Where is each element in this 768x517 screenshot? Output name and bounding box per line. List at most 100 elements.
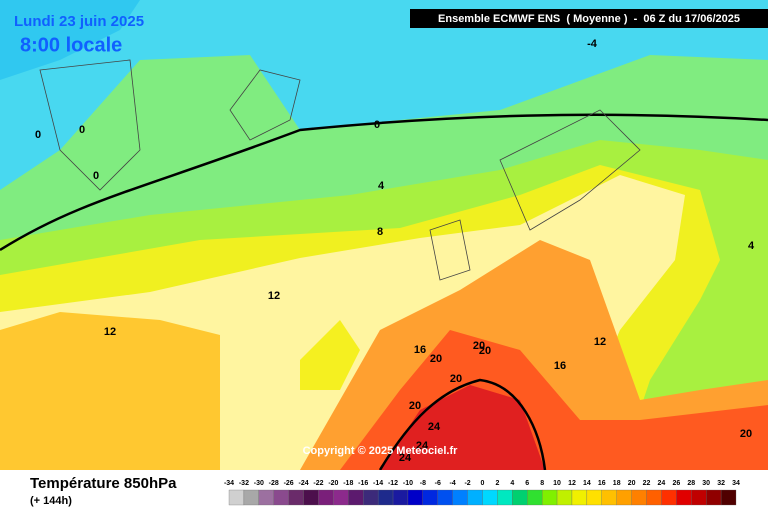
legend-swatch: [407, 489, 424, 506]
legend-label: 6: [525, 480, 529, 487]
legend-label: -14: [373, 480, 383, 487]
legend-label: -34: [224, 480, 234, 487]
contour-label: 20: [473, 340, 485, 352]
legend-label: -10: [403, 480, 413, 487]
legend-swatch: [318, 489, 334, 506]
contour-label: 8: [377, 226, 383, 238]
run-info: Ensemble ECMWF ENS ( Moyenne ) - 06 Z du…: [438, 13, 740, 25]
legend-label: 28: [687, 480, 695, 487]
zone-24: [380, 385, 545, 470]
legend-label: 20: [628, 480, 636, 487]
legend-label: 24: [658, 480, 666, 487]
legend-label: 34: [732, 480, 740, 487]
legend-label: -2: [464, 480, 470, 487]
legend-label: -20: [328, 480, 338, 487]
contour-label: 20: [479, 345, 491, 357]
legend-swatch: [527, 489, 543, 506]
legend-swatch: [646, 489, 662, 506]
legend-swatch: [422, 489, 438, 506]
legend-swatch: [661, 489, 677, 506]
legend-swatch: [258, 489, 274, 506]
legend-label: -16: [358, 480, 368, 487]
legend-label: 0: [481, 480, 485, 487]
contour-label: 20: [409, 400, 421, 412]
legend-swatch: [631, 489, 647, 506]
footer-title: Température 850hPa: [30, 475, 177, 492]
contour-label: 0: [93, 170, 99, 182]
legend-swatch: [541, 489, 558, 506]
legend-swatch: [437, 489, 453, 506]
contour-label: 12: [104, 326, 116, 338]
contour-label: 4: [378, 180, 385, 192]
legend-label: -8: [420, 480, 426, 487]
legend-swatch: [706, 489, 722, 506]
contour-label: 16: [414, 344, 426, 356]
contour-label: -4: [587, 38, 598, 50]
legend-label: -32: [239, 480, 249, 487]
coastline: [39, 59, 641, 281]
legend-swatch: [467, 489, 483, 506]
contour-label: 0: [79, 124, 85, 136]
legend-swatch: [392, 489, 409, 506]
legend-label: 14: [583, 480, 591, 487]
legend-label: -4: [450, 480, 456, 487]
legend-swatch: [273, 489, 289, 506]
contour-label: 24: [416, 440, 429, 452]
contour-24: [378, 378, 547, 471]
legend-swatch: [497, 489, 513, 506]
legend-swatch: [452, 489, 468, 506]
legend-label: -6: [435, 480, 441, 487]
legend-swatch: [377, 489, 394, 506]
contour-0: [0, 113, 768, 252]
contour-label: 4: [748, 240, 755, 252]
contour-label: 24: [399, 452, 412, 464]
legend-swatch: [363, 489, 379, 506]
legend-label: -12: [388, 480, 398, 487]
legend-label: 30: [702, 480, 710, 487]
legend-label: 26: [672, 480, 680, 487]
legend-swatch: [556, 489, 573, 506]
legend-label: 2: [495, 480, 499, 487]
contour-label: 16: [554, 360, 566, 372]
legend-label: -26: [284, 480, 294, 487]
legend-swatch: [616, 489, 632, 506]
contour-label: 20: [450, 373, 462, 385]
zone-12-b: [300, 320, 360, 390]
legend-swatch: [586, 489, 602, 506]
legend-swatch: [512, 489, 528, 506]
legend-swatch: [348, 489, 364, 506]
contour-label: 12: [594, 336, 606, 348]
legend-label: 18: [613, 480, 621, 487]
legend-swatch: [601, 489, 617, 506]
legend-swatch: [720, 489, 737, 506]
contour-label: 20: [430, 353, 442, 365]
legend-swatch: [303, 489, 319, 506]
legend-label: 22: [643, 480, 651, 487]
legend-label: -28: [269, 480, 279, 487]
footer-lead: (+ 144h): [30, 495, 72, 507]
legend-label: 8: [540, 480, 544, 487]
legend-swatch: [676, 489, 692, 506]
legend-swatch: [243, 489, 259, 506]
copyright: Copyright © 2025 Meteociel.fr: [303, 445, 459, 457]
run-box: [410, 9, 768, 28]
cold-region: [0, 0, 140, 80]
legend-label: -30: [254, 480, 264, 487]
contour-label: 0: [374, 119, 380, 131]
legend: -34 -32 -30 -28 -26 -24 -22 -20 -18 -16 -14 -12 -10-…: [224, 480, 740, 506]
legend-swatch: [571, 489, 588, 506]
legend-label: 12: [568, 480, 576, 487]
date: Lundi 23 juin 2025: [14, 13, 144, 30]
legend-swatch: [228, 489, 245, 506]
legend-swatch: [333, 489, 349, 506]
legend-label: -18: [343, 480, 353, 487]
zone-16: [0, 312, 220, 470]
legend-label: 10: [553, 480, 561, 487]
contour-label: 0: [35, 129, 41, 141]
contour-label: 12: [268, 290, 280, 302]
legend-label: 16: [598, 480, 606, 487]
legend-swatch: [691, 489, 707, 506]
